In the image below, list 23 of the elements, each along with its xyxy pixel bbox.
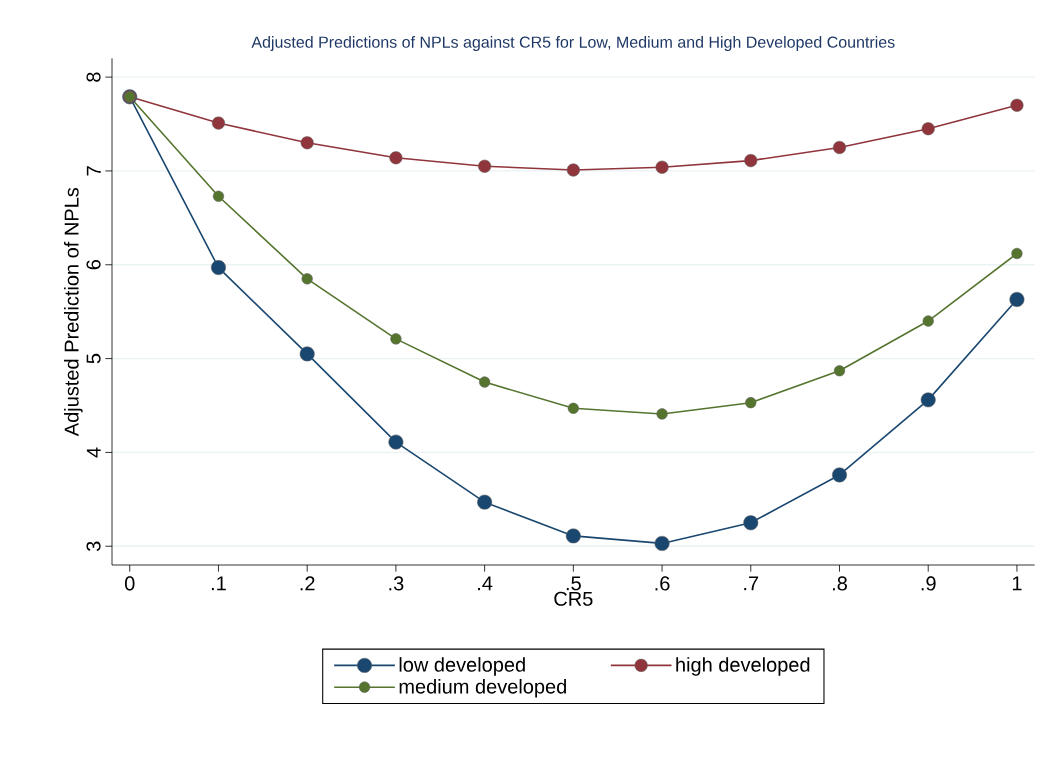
x-tick-label: .9 (921, 576, 936, 591)
y-tick-label: 5 (86, 353, 101, 364)
y-tick-label: 3 (86, 541, 101, 552)
legend-label: low developed (399, 657, 525, 676)
x-tick-label: .1 (211, 576, 226, 591)
x-tick-label: .7 (744, 576, 759, 591)
x-tick-label: .4 (478, 576, 493, 591)
legend-label: medium developed (399, 678, 566, 698)
y-tick-label: 8 (86, 72, 101, 82)
chart-title: Adjusted Predictions of NPLs against CR5 for Low, Medium and High Developed Countries (251, 36, 895, 51)
x-tick-label: .2 (300, 576, 315, 591)
x-axis-title: CR5 (554, 591, 593, 606)
x-tick-label: 0 (124, 576, 135, 591)
x-tick-label: .6 (655, 576, 670, 591)
x-tick-label: .3 (389, 576, 404, 591)
x-tick-label: 1 (1012, 576, 1022, 591)
legend-label: high developed (676, 657, 810, 676)
x-tick-label: .8 (832, 576, 847, 591)
y-axis-title: Adjusted Prediction of NPLs (64, 187, 83, 437)
y-tick-label: 4 (86, 447, 101, 458)
x-tick-label: .5 (566, 576, 581, 591)
y-tick-label: 7 (86, 166, 101, 176)
y-tick-label: 6 (86, 260, 101, 270)
